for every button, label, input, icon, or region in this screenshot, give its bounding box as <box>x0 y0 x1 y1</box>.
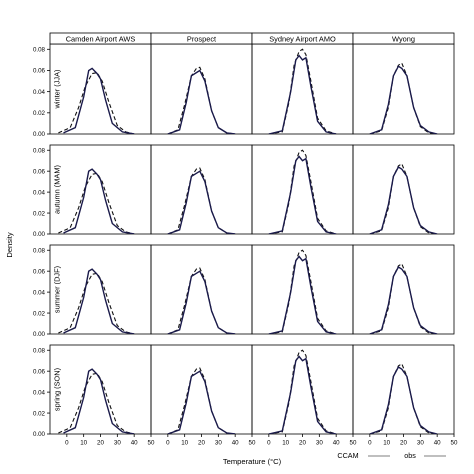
column-strip-label: Prospect <box>187 34 216 43</box>
row-strip-label: autumn (MAM) <box>53 165 62 214</box>
column-strip-label: Camden Airport AWS <box>66 34 136 43</box>
x-tick-label: 50 <box>451 440 458 447</box>
x-tick-label: 0 <box>65 440 69 447</box>
x-tick-label: 0 <box>368 440 372 447</box>
x-tick-label: 30 <box>215 440 222 447</box>
obs-density-line <box>63 268 135 334</box>
y-tick-label: 0.08 <box>33 347 46 354</box>
column-strip-label: Sydney Airport AMO <box>269 34 336 43</box>
x-tick-label: 50 <box>249 440 256 447</box>
x-tick-label: 50 <box>148 440 155 447</box>
ccam-density-line <box>58 71 135 134</box>
panel-frame <box>352 244 455 335</box>
obs-density-line <box>268 255 337 334</box>
y-tick-label: 0.00 <box>33 131 46 138</box>
obs-density-line <box>63 368 135 434</box>
x-tick-label: 20 <box>400 440 407 447</box>
y-tick-label: 0.06 <box>33 168 46 175</box>
y-tick-label: 0.02 <box>33 310 46 317</box>
x-tick-label: 40 <box>131 440 138 447</box>
legend-label: obs <box>404 451 416 460</box>
x-tick-label: 20 <box>198 440 205 447</box>
column-strip <box>352 32 455 45</box>
x-tick-label: 0 <box>166 440 170 447</box>
obs-density-line <box>167 170 236 234</box>
x-tick-label: 20 <box>97 440 104 447</box>
y-tick-label: 0.02 <box>33 110 46 117</box>
ccam-density-line <box>58 272 135 334</box>
obs-density-line <box>369 266 438 334</box>
x-tick-label: 10 <box>80 440 87 447</box>
x-tick-label: 30 <box>417 440 424 447</box>
y-axis-title: Density <box>5 232 14 258</box>
x-tick-label: 10 <box>181 440 188 447</box>
y-tick-label: 0.06 <box>33 68 46 75</box>
y-tick-label: 0.06 <box>33 268 46 275</box>
row-strip-label: summer (DJF) <box>53 266 62 313</box>
obs-density-line <box>167 69 236 134</box>
obs-density-line <box>268 155 337 234</box>
obs-density-line <box>167 370 236 434</box>
obs-density-line <box>63 168 135 234</box>
y-tick-label: 0.04 <box>33 89 46 96</box>
obs-density-line <box>369 65 438 134</box>
x-axis-title: Temperature (°C) <box>223 457 282 466</box>
y-tick-label: 0.02 <box>33 210 46 217</box>
x-tick-label: 10 <box>282 440 289 447</box>
ccam-density-line <box>58 372 135 434</box>
obs-density-line <box>369 366 438 434</box>
y-tick-label: 0.08 <box>33 247 46 254</box>
obs-density-line <box>268 54 337 134</box>
x-tick-label: 0 <box>267 440 271 447</box>
x-tick-label: 30 <box>114 440 121 447</box>
y-tick-label: 0.04 <box>33 389 46 396</box>
obs-density-line <box>63 67 135 134</box>
ccam-density-line <box>58 172 135 234</box>
x-tick-label: 20 <box>299 440 306 447</box>
y-tick-label: 0.00 <box>33 231 46 238</box>
y-tick-label: 0.04 <box>33 289 46 296</box>
y-tick-label: 0.02 <box>33 410 46 417</box>
y-tick-label: 0.08 <box>33 147 46 154</box>
x-tick-label: 50 <box>350 440 357 447</box>
obs-density-line <box>268 355 337 434</box>
obs-density-line <box>167 270 236 334</box>
x-tick-label: 40 <box>434 440 441 447</box>
x-tick-label: 40 <box>232 440 239 447</box>
y-tick-label: 0.06 <box>33 368 46 375</box>
legend-label: CCAM <box>337 451 358 460</box>
y-tick-label: 0.08 <box>33 46 46 53</box>
y-tick-label: 0.00 <box>33 331 46 338</box>
row-strip-label: winter (JJA) <box>53 69 62 109</box>
x-tick-label: 30 <box>316 440 323 447</box>
y-tick-label: 0.04 <box>33 189 46 196</box>
column-strip-label: Wyong <box>392 34 415 43</box>
obs-density-line <box>369 166 438 234</box>
row-strip-label: spring (SON) <box>53 368 62 411</box>
y-tick-label: 0.00 <box>33 431 46 438</box>
x-tick-label: 10 <box>383 440 390 447</box>
x-tick-label: 40 <box>333 440 340 447</box>
panel-frame <box>352 144 455 235</box>
